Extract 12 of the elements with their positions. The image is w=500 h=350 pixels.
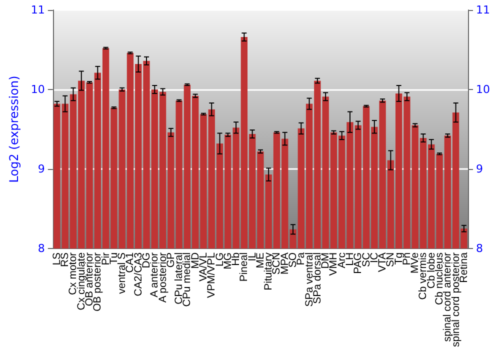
- y-tick-label: 11: [30, 4, 45, 16]
- x-tick-label: Pituitary: [262, 252, 275, 290]
- y2-tick-label: 11: [476, 4, 490, 16]
- y2-tick-label: 10: [476, 82, 490, 96]
- y2-tick-label: 8: [476, 242, 483, 255]
- y-tick-label: 9: [38, 162, 45, 176]
- y-axis-title: Log2 (expression): [7, 76, 21, 183]
- x-tick-label: Retina: [458, 252, 470, 283]
- y-tick-label: 10: [30, 82, 45, 96]
- x-tick-label: Tg: [392, 252, 405, 265]
- y-tick-label: 8: [38, 242, 45, 255]
- y2-tick-label: 9: [476, 162, 483, 176]
